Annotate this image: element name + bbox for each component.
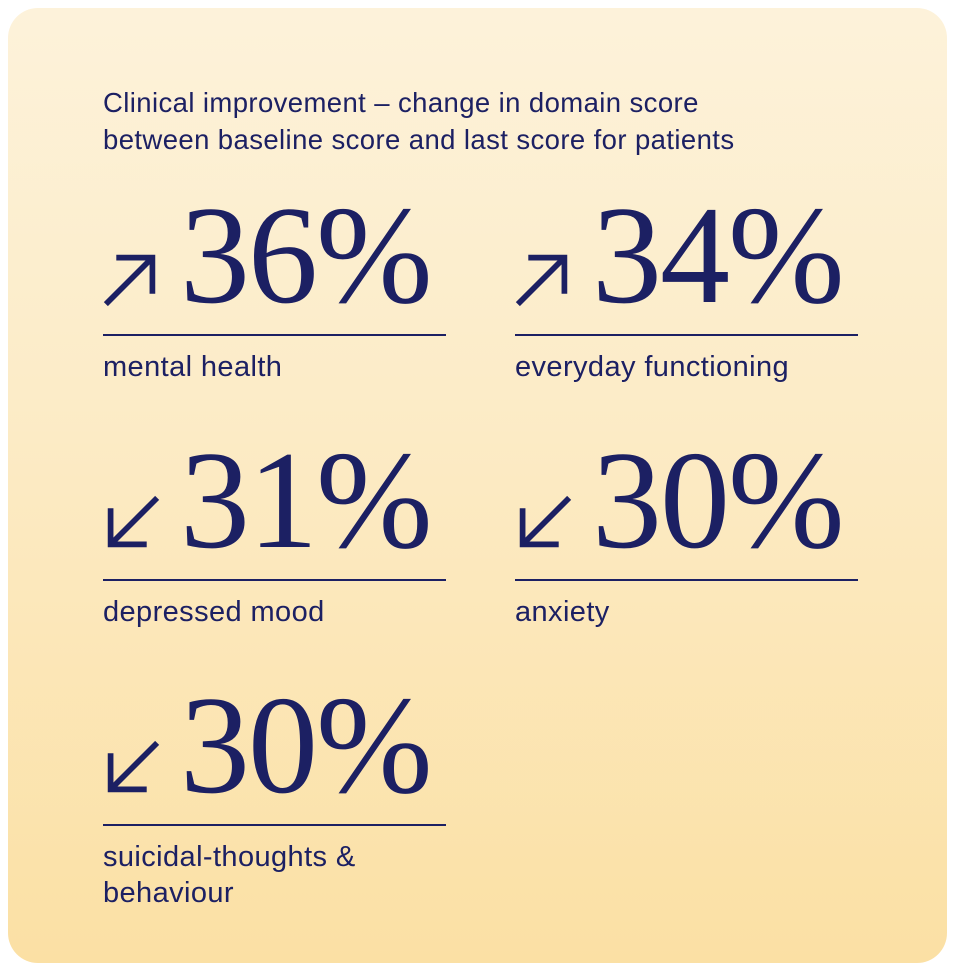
arrow-up-right-icon bbox=[103, 254, 156, 307]
stat-value: 36% bbox=[180, 178, 433, 333]
title-line-2: between baseline score and last score fo… bbox=[103, 124, 735, 155]
stat-mental-health: 36% mental health bbox=[103, 178, 446, 385]
stat-divider bbox=[515, 334, 858, 336]
stat-depressed-mood: 31% depressed mood bbox=[103, 423, 446, 630]
stat-label: everyday functioning bbox=[515, 351, 789, 383]
stat-everyday-functioning: 34% everyday functioning bbox=[515, 178, 858, 385]
stat-value-row: 31% bbox=[103, 423, 446, 578]
stat-value-row: 30% bbox=[103, 668, 446, 823]
arrow-up-right-icon bbox=[515, 254, 568, 307]
title-line-1: Clinical improvement – change in domain … bbox=[103, 87, 699, 118]
stat-label: depressed mood bbox=[103, 596, 325, 628]
stats-grid: 36% mental health 34% everyday functioni… bbox=[103, 178, 907, 911]
stat-label: anxiety bbox=[515, 596, 610, 628]
stat-value: 31% bbox=[180, 423, 433, 578]
stat-label: suicidal-thoughts & behaviour bbox=[103, 841, 356, 909]
stat-divider bbox=[103, 824, 446, 826]
arrow-down-left-icon bbox=[107, 740, 160, 793]
clinical-improvement-card: Clinical improvement – change in domain … bbox=[8, 8, 947, 963]
stat-divider bbox=[103, 579, 446, 581]
stat-value-row: 34% bbox=[515, 178, 858, 333]
stat-value: 30% bbox=[592, 423, 845, 578]
stat-label: mental health bbox=[103, 351, 283, 383]
stat-divider bbox=[103, 334, 446, 336]
stat-value-row: 30% bbox=[515, 423, 858, 578]
stat-divider bbox=[515, 579, 858, 581]
stat-value-row: 36% bbox=[103, 178, 446, 333]
stat-value: 34% bbox=[592, 178, 845, 333]
arrow-down-left-icon bbox=[107, 495, 160, 548]
stat-suicidal-thoughts-behaviour: 30% suicidal-thoughts & behaviour bbox=[103, 668, 446, 911]
stat-anxiety: 30% anxiety bbox=[515, 423, 858, 630]
stat-value: 30% bbox=[180, 668, 433, 823]
arrow-down-left-icon bbox=[519, 495, 572, 548]
page-title: Clinical improvement – change in domain … bbox=[103, 84, 907, 158]
